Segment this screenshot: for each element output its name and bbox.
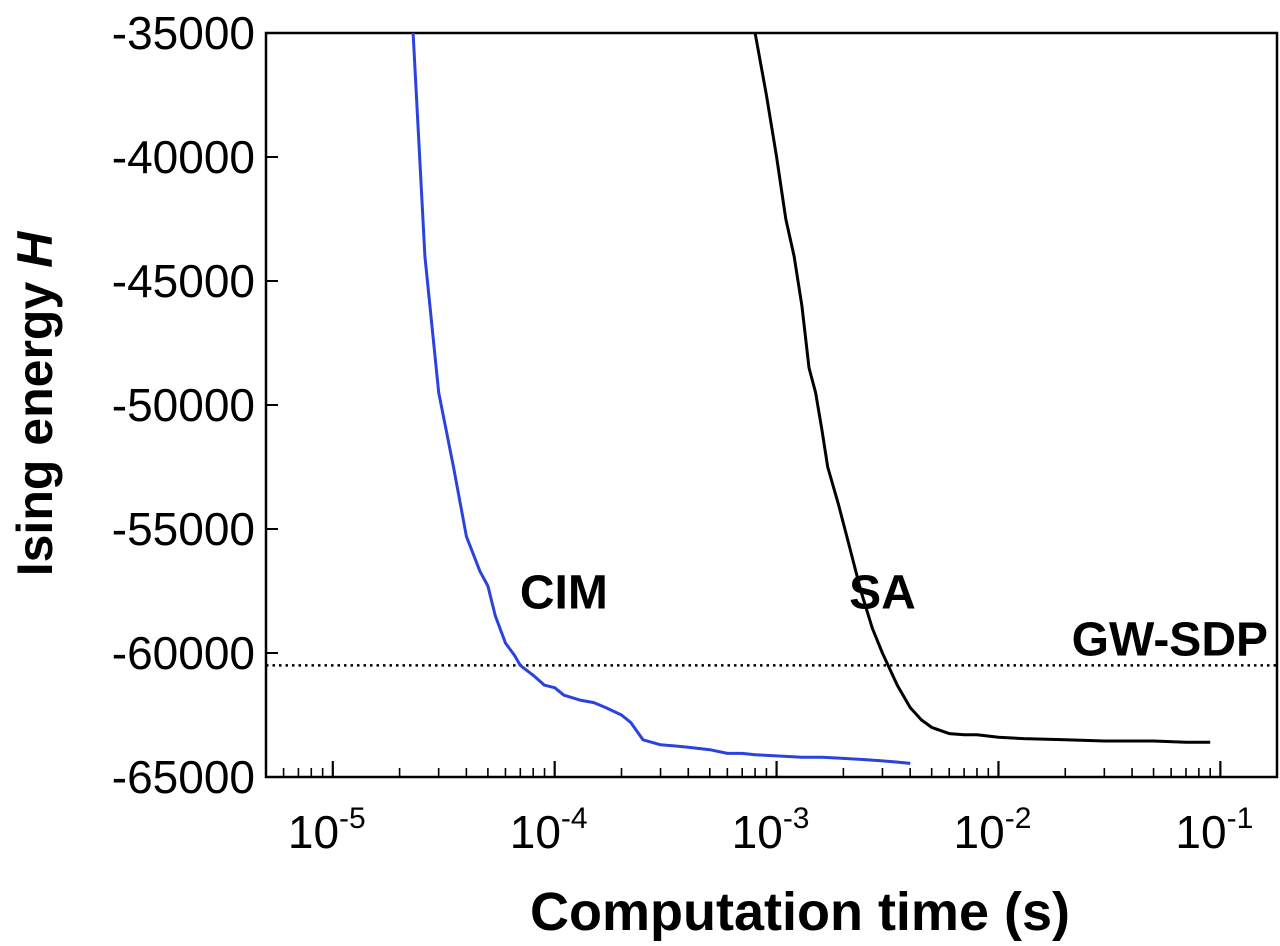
x-tick-base: 10 xyxy=(732,806,783,858)
x-tick-label: 10-5 xyxy=(288,802,366,858)
x-tick-base: 10 xyxy=(954,806,1005,858)
y-tick-label: -40000 xyxy=(112,131,255,183)
sa-series-label: SA xyxy=(849,567,916,620)
cim-series-line xyxy=(411,32,911,765)
gw-sdp-label: GW-SDP xyxy=(1072,613,1268,666)
y-tick-label: -60000 xyxy=(112,627,255,679)
x-tick-label: 10-2 xyxy=(954,802,1032,858)
x-tick-exponent: -1 xyxy=(1227,802,1254,835)
sa-series-line xyxy=(753,32,1211,744)
x-axis-title: Computation time (s) xyxy=(530,882,1070,942)
y-tick-label: -45000 xyxy=(112,255,255,307)
y-axis-title: Ising energy H xyxy=(7,231,63,576)
x-tick-label: 10-1 xyxy=(1175,802,1253,858)
cim-series-label: CIM xyxy=(520,567,608,620)
y-axis-ticks: -35000 -40000 -45000 -50000 -55000 -60000 -650… xyxy=(112,7,278,803)
y-tick-label: -35000 xyxy=(112,7,255,59)
series-layer xyxy=(266,32,1277,765)
x-tick-exponent: -3 xyxy=(783,802,810,835)
y-tick-label: -50000 xyxy=(112,379,255,431)
x-tick-base: 10 xyxy=(510,806,561,858)
x-tick-exponent: -4 xyxy=(561,802,588,835)
x-axis-ticks: 10-5 10-4 10-3 10-2 10-1 xyxy=(282,761,1253,858)
x-tick-base: 10 xyxy=(288,806,339,858)
x-tick-exponent: -2 xyxy=(1005,802,1032,835)
y-axis-title-main: Ising energy xyxy=(7,268,63,576)
y-axis-title-variable: H xyxy=(7,231,63,268)
y-tick-label: -65000 xyxy=(112,751,255,803)
x-tick-label: 10-4 xyxy=(510,802,588,858)
y-tick-label: -55000 xyxy=(112,503,255,555)
x-tick-base: 10 xyxy=(1175,806,1226,858)
annotation-layer: CIM SA GW-SDP xyxy=(520,567,1268,667)
x-tick-exponent: -5 xyxy=(339,802,366,835)
x-tick-label: 10-3 xyxy=(732,802,810,858)
